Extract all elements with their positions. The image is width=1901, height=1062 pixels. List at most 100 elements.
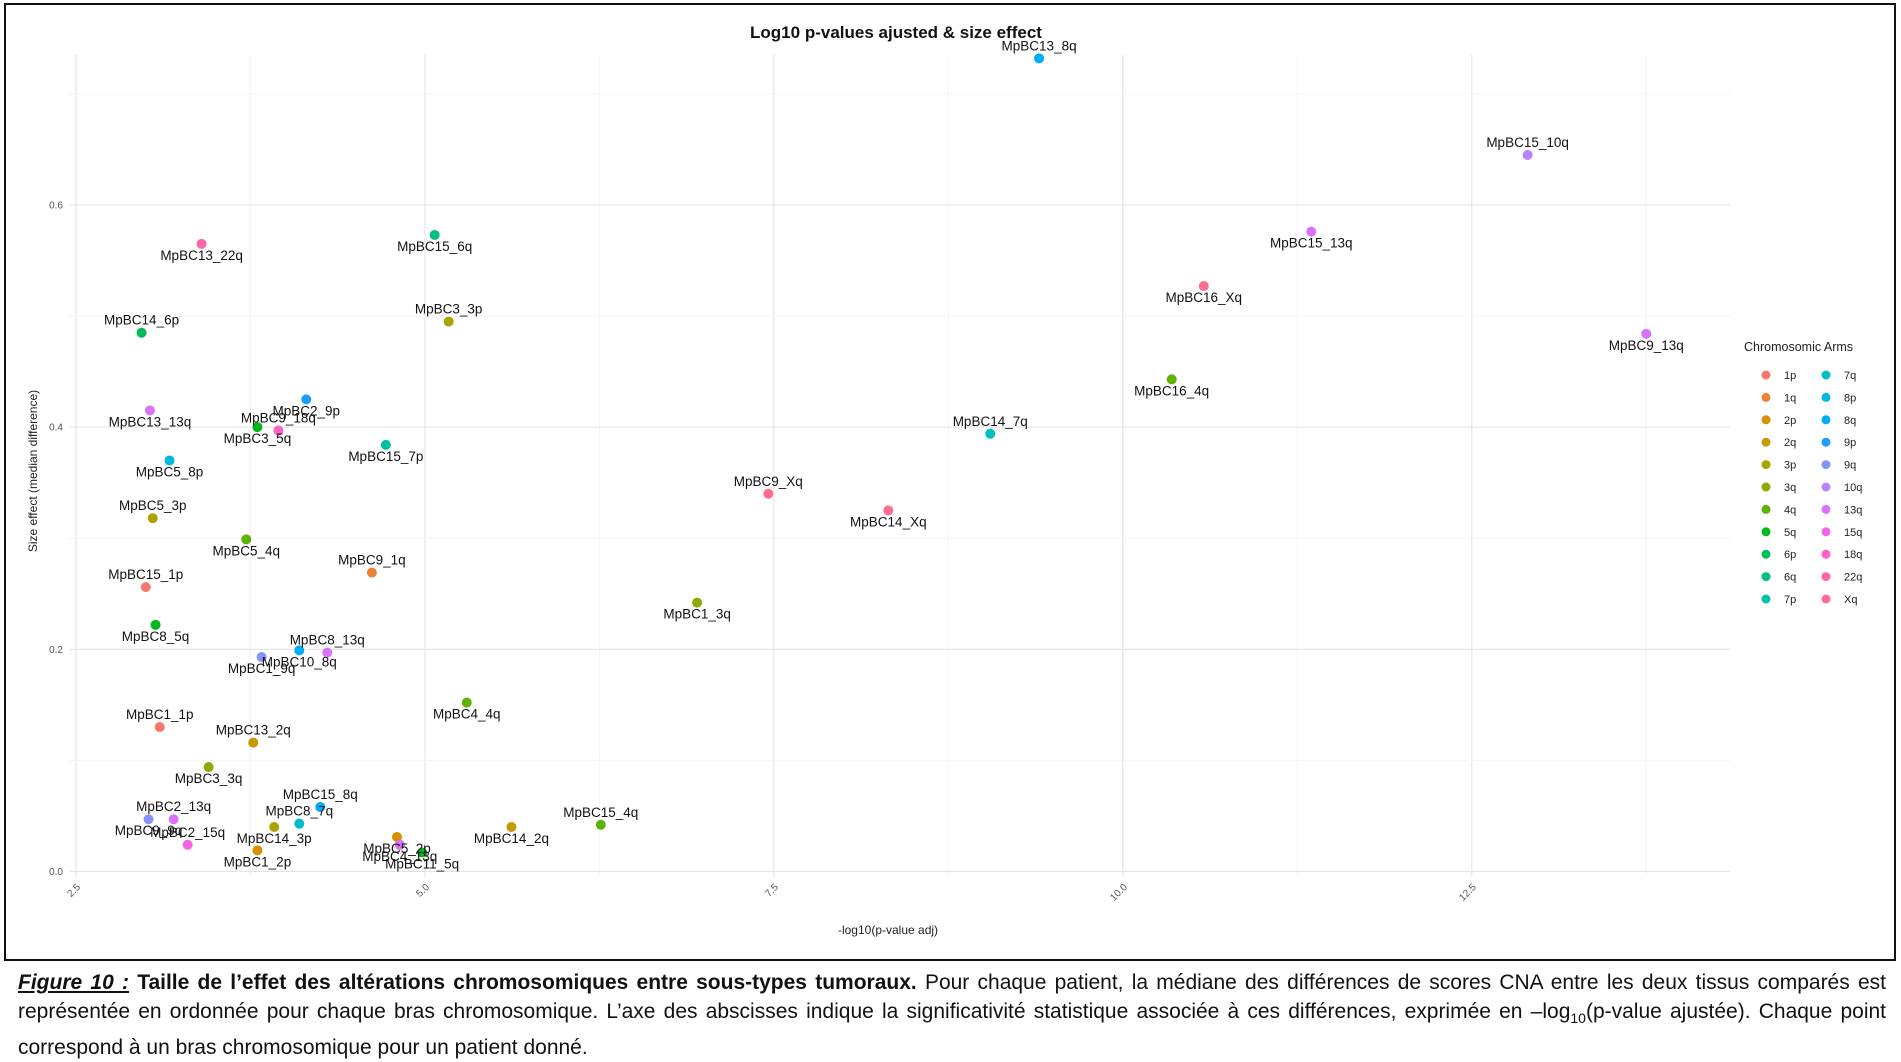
data-point (322, 647, 333, 658)
point-label: MpBC14_2q (474, 831, 549, 846)
chart-title: Log10 p-values ajusted & size effect (750, 23, 1042, 42)
data-point (1198, 281, 1209, 292)
y-tick-label: 0.0 (49, 867, 63, 878)
legend-label: 8p (1844, 392, 1856, 404)
legend-label: 8q (1844, 415, 1856, 427)
legend-swatch (1761, 572, 1771, 582)
point-label: MpBC16_Xq (1166, 290, 1243, 305)
legend-swatch (1761, 415, 1771, 425)
data-point (203, 762, 214, 773)
legend-label: 7q (1844, 370, 1856, 382)
legend-swatch (1821, 504, 1831, 514)
data-point (144, 405, 155, 416)
data-point (147, 513, 158, 524)
data-point (294, 645, 305, 656)
data-point (256, 652, 267, 663)
legend-swatch (1821, 594, 1831, 604)
data-point (252, 845, 263, 856)
points-layer (136, 53, 1652, 858)
legend-swatch (1761, 370, 1771, 380)
scatter-plot: 2.5 5.0 7.5 10.0 12.50.00.20.40.6 MpBC13_8qM… (26, 23, 1862, 937)
data-point (1522, 149, 1533, 160)
legend-label: 3q (1784, 482, 1796, 494)
data-point (143, 814, 154, 825)
data-point (241, 534, 252, 545)
point-label: MpBC2_15q (150, 825, 225, 840)
data-point (269, 822, 280, 833)
point-label: MpBC5_4q (212, 543, 280, 558)
legend-swatch (1821, 549, 1831, 559)
point-label: MpBC4_4q (433, 707, 501, 722)
legend-label: Xq (1844, 594, 1857, 606)
y-tick-label: 0.6 (49, 200, 63, 211)
point-label: MpBC15_4q (563, 805, 638, 820)
legend-swatch (1821, 392, 1831, 402)
legend-swatch (1821, 370, 1831, 380)
legend-swatch (1761, 392, 1771, 402)
legend-swatch (1761, 482, 1771, 492)
point-label: MpBC11_5q (385, 857, 459, 872)
legend-label: 1p (1784, 370, 1796, 382)
legend-label: 4q (1784, 504, 1796, 516)
legend: 1p 1q 2p 2q 3p 3q 4q 5q 6p 6q 7p 7q 8p 8q 9p 9q 10q 13q 15… (1761, 370, 1862, 606)
data-point (461, 697, 472, 708)
legend-swatch (1821, 572, 1831, 582)
grid-layer (69, 55, 1730, 877)
data-point (1166, 374, 1177, 385)
legend-label: 22q (1844, 572, 1862, 584)
legend-label: 7p (1784, 594, 1796, 606)
point-label: MpBC15_7p (348, 449, 423, 464)
x-tick-label: 12.5 (1457, 882, 1479, 904)
data-point (692, 597, 703, 608)
point-label: MpBC14_Xq (850, 514, 927, 529)
data-point (252, 422, 263, 433)
legend-label: 10q (1844, 482, 1862, 494)
caption-heading: Taille de l’effet des altérations chromo… (137, 971, 917, 994)
point-label: MpBC3_3p (415, 302, 483, 317)
data-point (182, 839, 193, 850)
legend-label: 9p (1844, 437, 1856, 449)
point-label: MpBC14_6p (104, 313, 179, 328)
point-label: MpBC1_3q (663, 607, 731, 622)
legend-label: 2q (1784, 437, 1796, 449)
point-label: MpBC5_3p (119, 498, 187, 513)
x-tick-label: 10.0 (1108, 882, 1130, 904)
point-label: MpBC2_13q (136, 799, 211, 814)
legend-swatch (1821, 527, 1831, 537)
point-label: MpBC15_10q (1486, 135, 1569, 150)
data-point (595, 819, 606, 830)
point-label: MpBC1_1p (126, 707, 194, 722)
figure-frame: 2.5 5.0 7.5 10.0 12.5 0.0 0.2 0.4 0.6 MpBC13_8q M… (4, 3, 1896, 961)
point-label: MpBC1_2p (224, 854, 292, 869)
caption-subscript: 10 (1570, 1010, 1586, 1027)
data-point (392, 832, 403, 843)
point-label: MpBC1_9q (228, 661, 296, 676)
point-label: MpBC14_3p (237, 831, 312, 846)
y-tick-label: 0.2 (49, 645, 63, 656)
legend-label: 5q (1784, 527, 1796, 539)
legend-swatch (1761, 460, 1771, 470)
data-point (883, 505, 894, 516)
point-label: MpBC4_13q (362, 849, 437, 864)
x-tick-label: 2.5 (65, 882, 83, 900)
point-label: MpBC3_3q (175, 771, 243, 786)
legend-label: 9q (1844, 460, 1856, 472)
data-point (1641, 328, 1652, 339)
point-label: MpBC15_8q (283, 787, 358, 802)
point-label: MpBC2_9p (273, 403, 341, 418)
data-point (196, 238, 207, 249)
legend-swatch (1761, 594, 1771, 604)
legend-label: 2p (1784, 415, 1796, 427)
legend-swatch (1821, 415, 1831, 425)
x-axis-title: -log10(p-value adj) (838, 923, 938, 937)
legend-swatch (1821, 482, 1831, 492)
caption-label: Figure 10 : (18, 971, 129, 994)
data-point (248, 737, 259, 748)
data-point (1034, 53, 1045, 64)
point-label: MpBC14_7q (953, 414, 1028, 429)
point-label: MpBC8_7q (266, 804, 334, 819)
data-point (315, 802, 326, 813)
data-point (985, 428, 996, 439)
data-point (150, 619, 161, 630)
point-label: MpBC9_18q (241, 410, 316, 425)
